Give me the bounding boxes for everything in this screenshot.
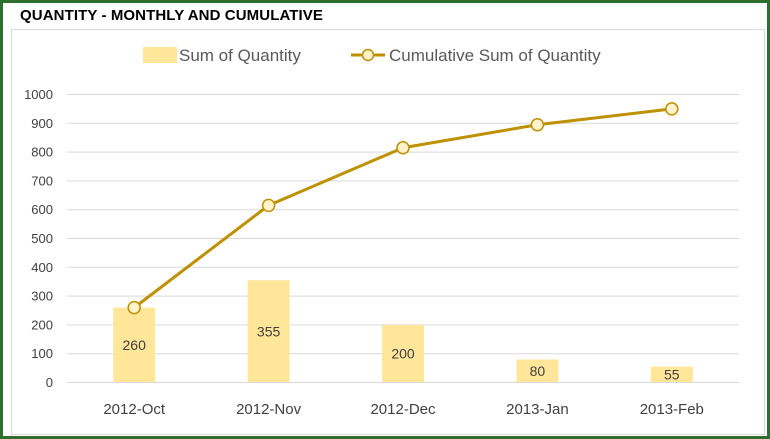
y-tick-label: 100 [31, 346, 53, 361]
bar-data-label: 55 [664, 367, 680, 383]
y-tick-label: 200 [31, 317, 53, 332]
y-tick-label: 500 [31, 231, 53, 246]
gridlines [67, 94, 739, 355]
bar-data-label: 355 [257, 323, 281, 339]
x-axis-categories: 2012-Oct 2012-Nov 2012-Dec 2013-Jan 2013-Feb [103, 401, 704, 418]
y-axis-ticks: 0 100 200 300 400 500 600 700 800 900 1000 [24, 87, 53, 390]
bar [247, 280, 290, 383]
chart-title: QUANTITY - MONTHLY AND CUMULATIVE [20, 7, 324, 24]
bar [382, 324, 424, 383]
bar [113, 307, 156, 383]
y-tick-label: 0 [46, 375, 53, 390]
cumulative-point [261, 198, 276, 213]
bar-data-label: 260 [123, 337, 147, 353]
cumulative-point [665, 102, 679, 116]
cumulative-line [127, 102, 679, 315]
y-tick-label: 1000 [24, 87, 53, 102]
y-tick-label: 700 [31, 173, 53, 188]
x-category-label: 2012-Dec [370, 401, 436, 418]
x-category-label: 2012-Nov [236, 401, 302, 418]
legend-bar-swatch [143, 47, 177, 63]
cumulative-series-line [133, 107, 672, 309]
y-tick-label: 300 [31, 289, 53, 304]
bars [113, 280, 693, 383]
cumulative-point [530, 117, 545, 132]
bar [650, 366, 693, 383]
cumulative-point [396, 141, 410, 155]
cumulative-point [127, 300, 141, 315]
x-category-label: 2013-Jan [506, 401, 569, 418]
data-labels: 260 355 200 80 55 [123, 323, 680, 382]
bar-data-label: 80 [530, 363, 546, 379]
legend-line-label: Cumulative Sum of Quantity [389, 46, 601, 65]
y-tick-label: 600 [31, 202, 53, 217]
legend-line-marker [361, 48, 375, 62]
legend: Sum of Quantity Cumulative Sum of Quanti… [143, 46, 601, 65]
y-tick-label: 900 [31, 116, 53, 131]
bar-data-label: 200 [391, 346, 415, 362]
y-tick-label: 400 [31, 260, 53, 275]
x-category-label: 2013-Feb [640, 401, 704, 418]
chart-svg: 260 355 200 80 55 0 100 200 300 400 500 600 700 800 9… [24, 46, 739, 418]
bar [516, 359, 559, 383]
legend-bar-label: Sum of Quantity [179, 46, 301, 65]
x-category-label: 2012-Oct [103, 401, 166, 418]
y-tick-label: 800 [31, 145, 53, 160]
